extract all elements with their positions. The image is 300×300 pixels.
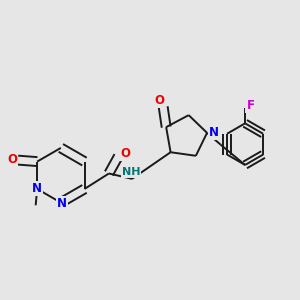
- Text: N: N: [208, 126, 219, 139]
- Text: N: N: [57, 197, 67, 210]
- Text: O: O: [154, 94, 164, 107]
- Text: F: F: [246, 99, 254, 112]
- Text: O: O: [7, 153, 17, 166]
- Text: NH: NH: [122, 167, 140, 177]
- Text: O: O: [120, 147, 130, 161]
- Text: N: N: [32, 182, 42, 195]
